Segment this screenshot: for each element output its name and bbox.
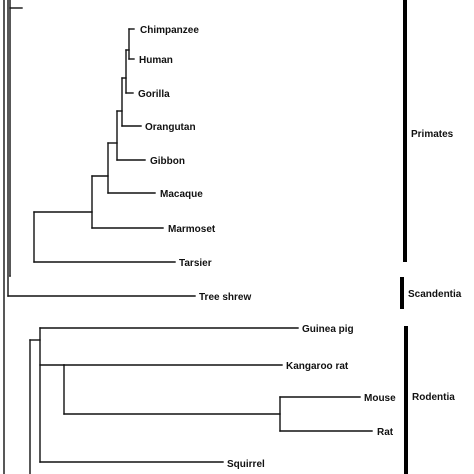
taxon-label-marmoset: Marmoset [168, 224, 216, 235]
rodentia-clade-label: Rodentia [412, 392, 455, 403]
taxon-label-human: Human [139, 55, 173, 66]
taxon-label-mouse: Mouse [364, 393, 396, 404]
taxon-labels: Chimpanzee Human Gorilla Orangutan Gibbo… [138, 25, 396, 470]
taxon-label-gibbon: Gibbon [150, 156, 185, 167]
taxon-label-tree-shrew: Tree shrew [199, 292, 251, 303]
taxon-label-chimpanzee: Chimpanzee [140, 25, 199, 36]
taxon-label-kangaroo-rat: Kangaroo rat [286, 361, 349, 372]
taxon-label-tarsier: Tarsier [179, 258, 212, 269]
tree-branches [3, 0, 373, 474]
taxon-label-guinea-pig: Guinea pig [302, 324, 354, 335]
scandentia-clade-label: Scandentia [408, 289, 462, 300]
taxon-label-orangutan: Orangutan [145, 122, 196, 133]
taxon-label-gorilla: Gorilla [138, 89, 170, 100]
taxon-label-squirrel: Squirrel [227, 459, 265, 470]
primates-clade-label: Primates [411, 129, 454, 140]
taxon-label-rat: Rat [377, 427, 394, 438]
taxon-label-macaque: Macaque [160, 189, 203, 200]
clade-brackets: Primates Scandentia Rodentia [400, 0, 462, 474]
